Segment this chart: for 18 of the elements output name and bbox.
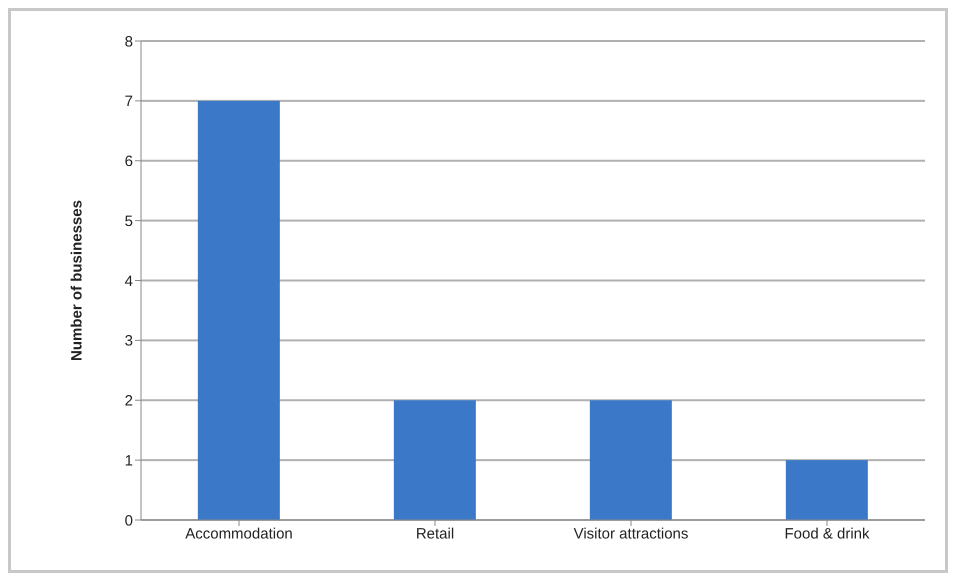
- y-tick-label: 1: [124, 452, 133, 470]
- y-tick-label: 4: [124, 272, 133, 290]
- y-tick-label: 3: [124, 332, 133, 350]
- y-axis-title: Number of businesses: [68, 200, 86, 361]
- y-tick-label: 8: [124, 33, 133, 50]
- y-tick-label: 0: [124, 512, 133, 530]
- y-tick-label: 5: [124, 212, 133, 230]
- bar: [786, 460, 868, 520]
- y-tick-label: 6: [124, 153, 133, 170]
- x-tick-label: Food & drink: [784, 526, 870, 543]
- y-tick-label: 2: [124, 392, 133, 410]
- x-tick-label: Retail: [416, 526, 454, 543]
- x-tick-label: Visitor attractions: [574, 526, 688, 543]
- x-tick-label: Accommodation: [185, 526, 293, 543]
- y-tick-label: 7: [124, 93, 133, 110]
- bar: [198, 100, 280, 520]
- bar: [590, 400, 672, 520]
- bar: [394, 400, 476, 520]
